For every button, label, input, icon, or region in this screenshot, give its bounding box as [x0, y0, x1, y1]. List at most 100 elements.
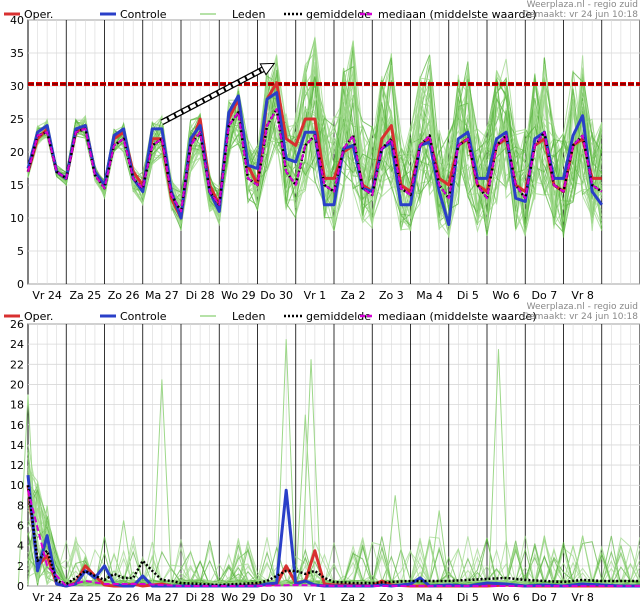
- x-tick-label: Wo 29: [221, 289, 255, 302]
- x-tick-label: Do 30: [260, 289, 293, 302]
- leden-member-peak: [385, 495, 406, 584]
- legend-bottom: Oper. Controle Leden gemiddelde mediaan …: [4, 302, 638, 323]
- y-tick-label: 0: [17, 278, 24, 291]
- y-tick-label: 25: [10, 113, 24, 126]
- series-lines: [26, 475, 640, 588]
- y-tick-label: 20: [10, 146, 24, 159]
- y-tick-label: 40: [10, 14, 24, 27]
- legend-oper-label: Oper.: [24, 310, 53, 323]
- x-tick-label: Zo 3: [379, 591, 404, 604]
- y-tick-label: 26: [10, 318, 24, 331]
- leden-member-line: [27, 65, 603, 219]
- legend-oper-label: Oper.: [24, 8, 53, 21]
- source-label: Weerplaza.nl - regio zuid: [527, 0, 638, 10]
- x-tick-label: Di 28: [186, 289, 215, 302]
- legend-leden-label: Leden: [232, 310, 265, 323]
- y-tick-label: 18: [10, 399, 24, 412]
- leden-member-peak: [17, 394, 39, 584]
- x-tick-label: Vr 8: [571, 289, 594, 302]
- x-tick-label: Vr 8: [571, 591, 594, 604]
- y-tick-label: 30: [10, 80, 24, 93]
- y-tick-label: 10: [10, 479, 24, 492]
- gemiddelde-line: [26, 485, 640, 587]
- series-lines: [26, 62, 640, 227]
- x-tick-label: Wo 29: [221, 591, 255, 604]
- leden-member-line: [27, 46, 603, 231]
- annotation-arrow-inner: [161, 64, 270, 124]
- controle-line: [26, 91, 603, 227]
- legend-mediaan-label: mediaan (middelste waarde): [378, 310, 536, 323]
- source-label: Weerplaza.nl - regio zuid: [527, 302, 638, 312]
- y-tick-label: 14: [10, 439, 24, 452]
- legend-mediaan-label: mediaan (middelste waarde): [378, 8, 536, 21]
- leden-member-peak: [151, 379, 172, 584]
- x-tick-label: Vr 1: [304, 591, 327, 604]
- x-tick-label: Vr 24: [32, 591, 62, 604]
- leden-member-peak: [300, 359, 322, 583]
- x-tick-label: Ma 4: [416, 591, 443, 604]
- x-tick-label: Ma 4: [416, 289, 443, 302]
- legend-controle-label: Controle: [120, 310, 167, 323]
- x-tick-label: Za 25: [69, 289, 101, 302]
- y-tick-label: 16: [10, 419, 24, 432]
- y-tick-label: 8: [17, 499, 24, 512]
- y-tick-label: 22: [10, 358, 24, 371]
- x-tick-label: Wo 6: [492, 289, 519, 302]
- precipitation-chart: Oper. Controle Leden gemiddelde mediaan …: [4, 302, 640, 604]
- x-tick-label: Di 5: [457, 591, 479, 604]
- y-tick-label: 2: [17, 560, 24, 573]
- legend-leden-label: Leden: [232, 8, 265, 21]
- leden-member-peak: [295, 414, 316, 584]
- x-tick-label: Do 7: [532, 289, 558, 302]
- x-tick-label: Za 25: [69, 591, 101, 604]
- leden-member-line: [27, 89, 603, 222]
- y-tick-label: 0: [17, 580, 24, 593]
- leden-member-peak: [534, 535, 555, 584]
- y-tick-label: 20: [10, 378, 24, 391]
- legend-top: Oper. Controle Leden gemiddelde mediaan …: [4, 0, 638, 21]
- x-tick-label: Ma 27: [145, 289, 179, 302]
- y-tick-label: 10: [10, 212, 24, 225]
- oper-line: [26, 485, 640, 588]
- controle-line: [26, 475, 640, 588]
- made-label: Gemaakt: vr 24 jun 10:18: [522, 10, 638, 20]
- leden-member-line: [27, 65, 603, 225]
- made-label: Gemaakt: vr 24 jun 10:18: [522, 312, 638, 322]
- x-tick-label: Zo 26: [108, 289, 140, 302]
- axes: 0 5 10 15 20 25 30 35 40 Vr 24 Za 25 Zo 26 Ma 27 Di 2…: [10, 14, 594, 302]
- y-tick-label: 12: [10, 459, 24, 472]
- y-tick-label: 4: [17, 540, 24, 553]
- leden-member-peak: [113, 520, 134, 584]
- mediaan-line: [27, 108, 603, 213]
- x-tick-label: Vr 1: [304, 289, 327, 302]
- y-tick-label: 24: [10, 338, 24, 351]
- legend-gemiddelde-label: gemiddelde: [306, 8, 371, 21]
- x-tick-label: Wo 6: [492, 591, 519, 604]
- leden-member-peak: [429, 510, 450, 584]
- y-tick-label: 35: [10, 47, 24, 60]
- x-tick-label: Do 30: [260, 591, 293, 604]
- temperature-chart: Oper. Controle Leden gemiddelde mediaan …: [4, 0, 640, 302]
- mediaan-line: [27, 490, 640, 587]
- leden-member-peak: [276, 339, 297, 583]
- legend-gemiddelde-label: gemiddelde: [306, 310, 371, 323]
- y-tick-label: 6: [17, 520, 24, 533]
- x-tick-label: Za 2: [341, 591, 366, 604]
- leden-member-peak: [488, 349, 509, 583]
- x-tick-label: Di 5: [457, 289, 479, 302]
- x-tick-label: Vr 24: [32, 289, 62, 302]
- y-tick-label: 15: [10, 179, 24, 192]
- x-tick-label: Za 2: [341, 289, 366, 302]
- x-tick-label: Do 7: [532, 591, 558, 604]
- x-tick-label: Di 28: [186, 591, 215, 604]
- y-tick-label: 5: [17, 245, 24, 258]
- x-tick-label: Zo 26: [108, 591, 140, 604]
- leden-member-peak: [572, 535, 593, 584]
- x-tick-label: Zo 3: [379, 289, 404, 302]
- legend-controle-label: Controle: [120, 8, 167, 21]
- annotation-arrow-head: [259, 62, 276, 76]
- x-tick-label: Ma 27: [145, 591, 179, 604]
